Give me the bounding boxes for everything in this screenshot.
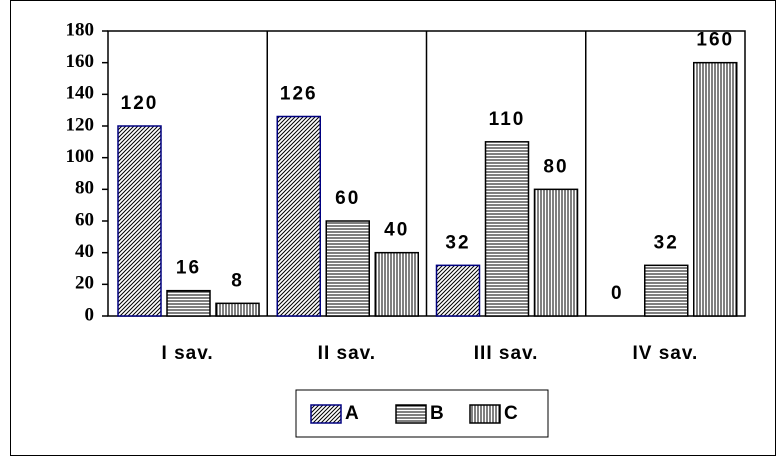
- bar: [325, 220, 370, 317]
- bar: [215, 302, 260, 317]
- x-tick-label: III sav.: [474, 343, 539, 364]
- data-label: 160: [696, 30, 734, 51]
- data-label: 60: [335, 188, 360, 209]
- y-tick-label: 60: [75, 209, 94, 230]
- bar: [435, 264, 481, 317]
- y-tick-label: 40: [75, 241, 94, 262]
- legend-swatch: [310, 404, 342, 424]
- bar: [276, 115, 321, 317]
- x-tick-label: I sav.: [162, 343, 214, 364]
- legend-label: C: [504, 403, 518, 424]
- chart-border: [10, 0, 776, 456]
- y-tick-label: 100: [66, 146, 95, 167]
- y-tick-label: 20: [75, 273, 94, 294]
- y-tick-label: 160: [66, 51, 95, 72]
- y-tick-label: 180: [66, 19, 95, 40]
- data-label: 8: [231, 270, 244, 291]
- x-tick-label: II sav.: [318, 343, 376, 364]
- y-tick-label: 140: [66, 83, 95, 104]
- bar: [693, 61, 738, 317]
- data-label: 16: [176, 258, 201, 279]
- data-label: 40: [384, 220, 409, 241]
- data-label: 80: [543, 156, 568, 177]
- bar: [644, 264, 689, 317]
- data-label: 126: [280, 84, 318, 105]
- data-label: 0: [611, 283, 624, 304]
- data-label: 120: [121, 93, 159, 114]
- bar: [374, 251, 419, 317]
- y-tick-label: 0: [85, 304, 95, 325]
- legend-label: B: [430, 403, 444, 424]
- legend-swatch: [469, 404, 501, 424]
- legend-swatch: [395, 404, 427, 424]
- x-tick-label: IV sav.: [632, 343, 698, 364]
- bar: [166, 289, 211, 317]
- legend-label: A: [345, 403, 359, 424]
- bar: [117, 125, 162, 317]
- y-tick-label: 120: [66, 114, 95, 135]
- bar: [533, 188, 579, 317]
- y-tick-label: 80: [75, 178, 94, 199]
- bar: [484, 141, 530, 317]
- data-label: 110: [489, 109, 526, 130]
- data-label: 32: [654, 232, 679, 253]
- data-label: 32: [445, 232, 470, 253]
